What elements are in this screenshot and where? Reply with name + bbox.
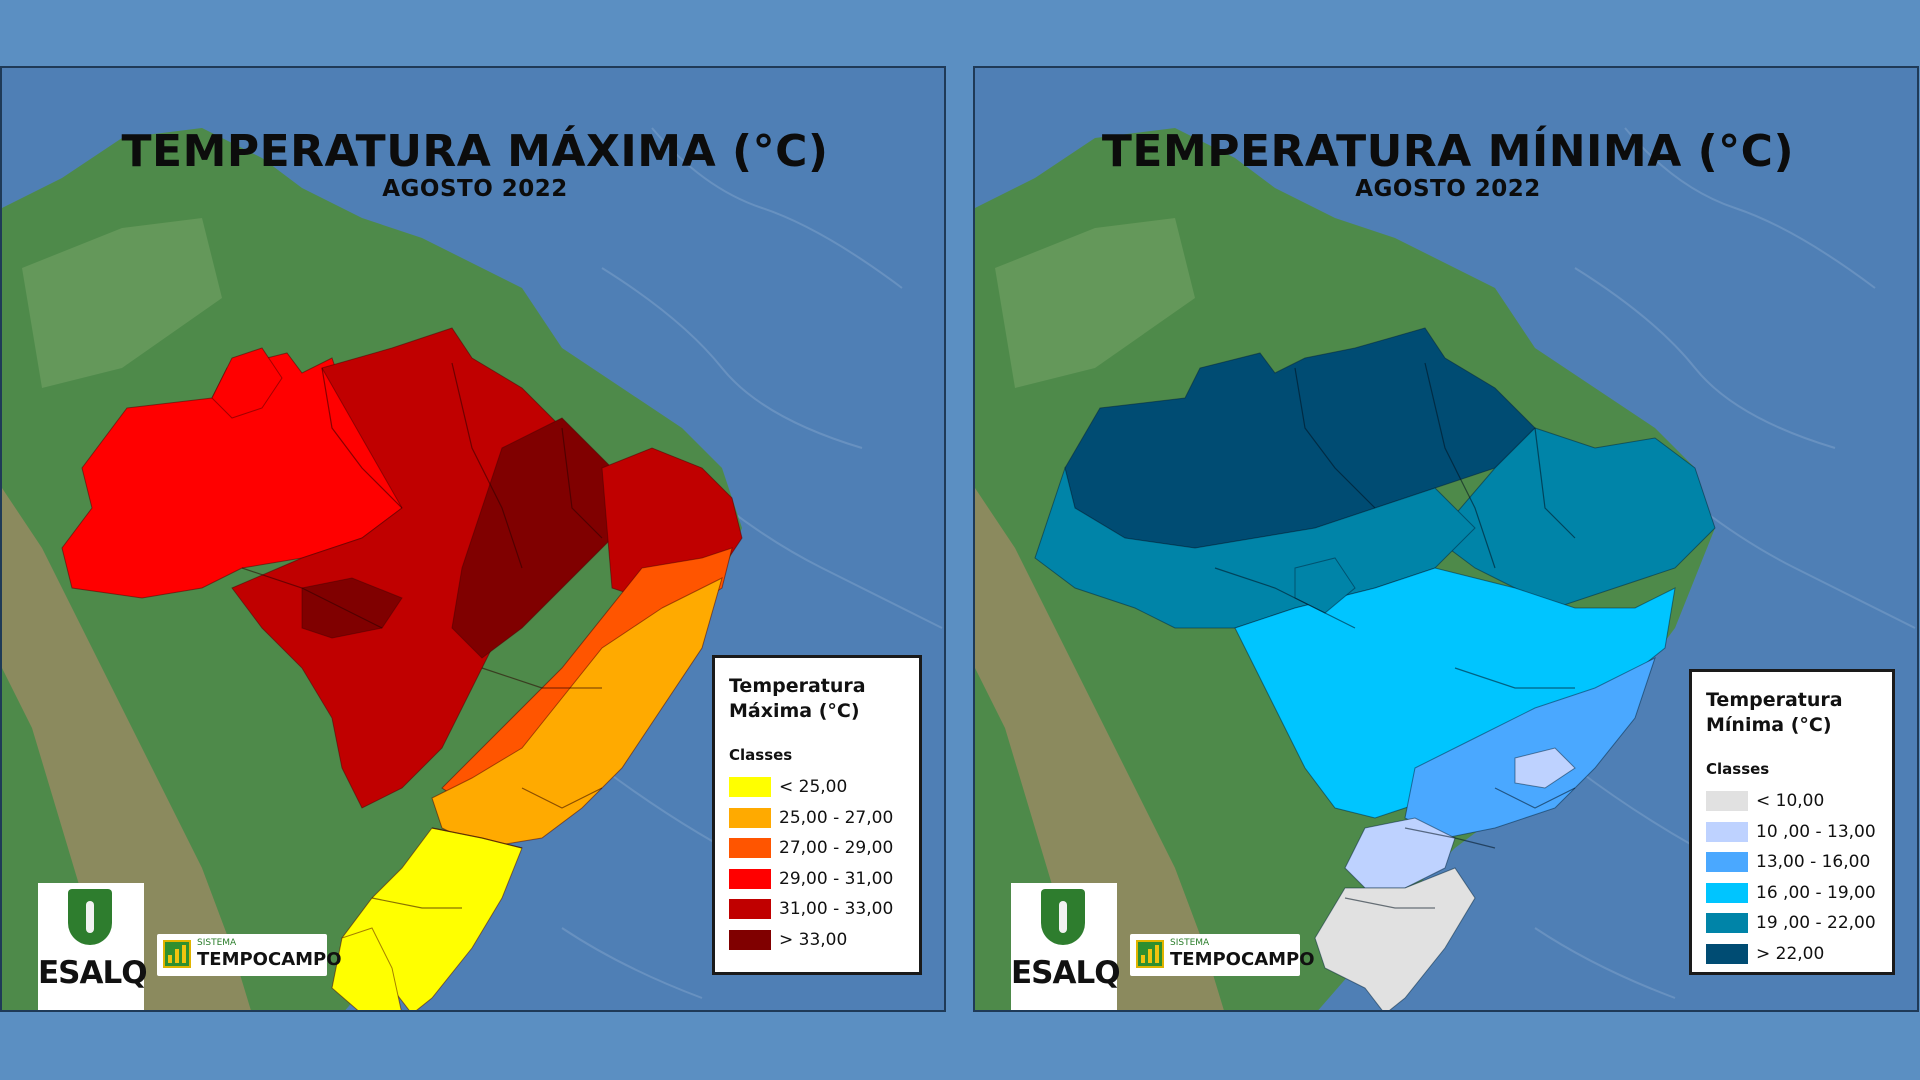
- legend-swatch: [729, 868, 771, 889]
- legend-title-line1: Temperatura: [1706, 689, 1843, 711]
- region-midwest-band: [1034, 466, 1476, 629]
- legend-swatch: [729, 899, 771, 920]
- legend-swatch: [1706, 913, 1748, 934]
- tempocampo-name-text: TEMPOCAMPO: [197, 949, 342, 970]
- tempocampo-logo: SISTEMA TEMPOCAMPO: [1130, 934, 1315, 976]
- legend-row: 13,00 - 16,00: [1706, 847, 1878, 878]
- region-far-south: [331, 927, 402, 1010]
- tempocampo-name-text: TEMPOCAMPO: [1170, 949, 1315, 970]
- region-south-cold: [1314, 867, 1476, 1010]
- region-northeast-warm: [1434, 427, 1716, 609]
- legend-swatch: [729, 929, 771, 950]
- brazil-max: [61, 327, 743, 1010]
- legend: Temperatura Máxima (°C) Classes < 25,00 …: [712, 655, 922, 975]
- legend-swatch: [1706, 791, 1748, 812]
- legend-label: 31,00 - 33,00: [779, 899, 894, 920]
- legend-row: 29,00 - 31,00: [729, 864, 905, 895]
- legend-row: 25,00 - 27,00: [729, 803, 905, 834]
- legend-row: 10 ,00 - 13,00: [1706, 817, 1878, 848]
- legend-label: 25,00 - 27,00: [779, 807, 894, 828]
- legend-label: > 22,00: [1756, 943, 1825, 964]
- legend-row: 31,00 - 33,00: [729, 894, 905, 925]
- region-warm-spot: [1294, 557, 1356, 614]
- legend-swatch: [729, 777, 771, 798]
- legend-row: 19 ,00 - 22,00: [1706, 908, 1878, 939]
- legend-swatch: [729, 807, 771, 828]
- tempocampo-chart-icon: [163, 940, 191, 968]
- legend-row: 27,00 - 29,00: [729, 833, 905, 864]
- andes-terrain: [2, 488, 251, 1010]
- map-max: [2, 68, 944, 1010]
- map-panel-min: TEMPERATURA MÍNIMA (°C) AGOSTO 2022 Temp…: [973, 66, 1919, 1012]
- legend-label: 13,00 - 16,00: [1756, 852, 1871, 873]
- legend-label: 27,00 - 29,00: [779, 838, 894, 859]
- andes-terrain: [975, 488, 1224, 1010]
- legend-swatch: [1706, 852, 1748, 873]
- terrain-highlights: [995, 218, 1195, 388]
- legend-swatch: [1706, 882, 1748, 903]
- esalq-shield-icon: [68, 889, 112, 945]
- map-subtitle: AGOSTO 2022: [382, 176, 568, 202]
- legend-label: 10 ,00 - 13,00: [1756, 821, 1876, 842]
- tempocampo-sistema-text: SISTEMA: [1170, 938, 1210, 948]
- legend-swatch: [729, 838, 771, 859]
- esalq-logo-text: ESALQ: [1011, 955, 1121, 991]
- legend-label: 19 ,00 - 22,00: [1756, 913, 1876, 934]
- region-north-patch: [211, 347, 283, 419]
- legend-label: < 25,00: [779, 777, 848, 798]
- map-title: TEMPERATURA MÁXIMA (°C): [121, 126, 829, 177]
- legend-label: < 10,00: [1756, 791, 1825, 812]
- map-subtitle: AGOSTO 2022: [1355, 176, 1541, 202]
- region-extreme-heat: [451, 417, 643, 659]
- esalq-shield-icon: [1041, 889, 1085, 945]
- legend-row: > 33,00: [729, 925, 905, 956]
- legend-row: < 10,00: [1706, 786, 1878, 817]
- terrain-highlights: [22, 218, 222, 388]
- map-title: TEMPERATURA MÍNIMA (°C): [1101, 126, 1795, 177]
- esalq-logo: ESALQ: [38, 883, 148, 1010]
- tempocampo-logo: SISTEMA TEMPOCAMPO: [157, 934, 342, 976]
- legend-row: 16 ,00 - 19,00: [1706, 878, 1878, 909]
- state-borders-max: [241, 362, 603, 909]
- esalq-logo-text: ESALQ: [38, 955, 148, 991]
- legend-title-line2: Máxima (°C): [729, 700, 860, 722]
- legend-swatch: [1706, 943, 1748, 964]
- legend-row: < 25,00: [729, 772, 905, 803]
- legend-classes-label: Classes: [1706, 760, 1770, 778]
- legend-label: > 33,00: [779, 929, 848, 950]
- legend-label: 29,00 - 31,00: [779, 868, 894, 889]
- tempocampo-sistema-text: SISTEMA: [197, 938, 237, 948]
- region-south-mild: [1344, 817, 1456, 889]
- legend-swatch: [1706, 821, 1748, 842]
- state-borders-min: [1214, 362, 1576, 909]
- brazil-min: [1034, 327, 1716, 1010]
- legend: Temperatura Mínima (°C) Classes < 10,00 …: [1689, 669, 1895, 975]
- legend-classes-label: Classes: [729, 746, 793, 764]
- map-panel-max: TEMPERATURA MÁXIMA (°C) AGOSTO 2022 Temp…: [0, 66, 946, 1012]
- legend-label: 16 ,00 - 19,00: [1756, 882, 1876, 903]
- region-cool-patch: [1514, 747, 1576, 789]
- esalq-logo: ESALQ: [1011, 883, 1121, 1010]
- legend-row: > 22,00: [1706, 939, 1878, 970]
- tempocampo-chart-icon: [1136, 940, 1164, 968]
- legend-title-line1: Temperatura: [729, 675, 866, 697]
- legend-title-line2: Mínima (°C): [1706, 714, 1832, 736]
